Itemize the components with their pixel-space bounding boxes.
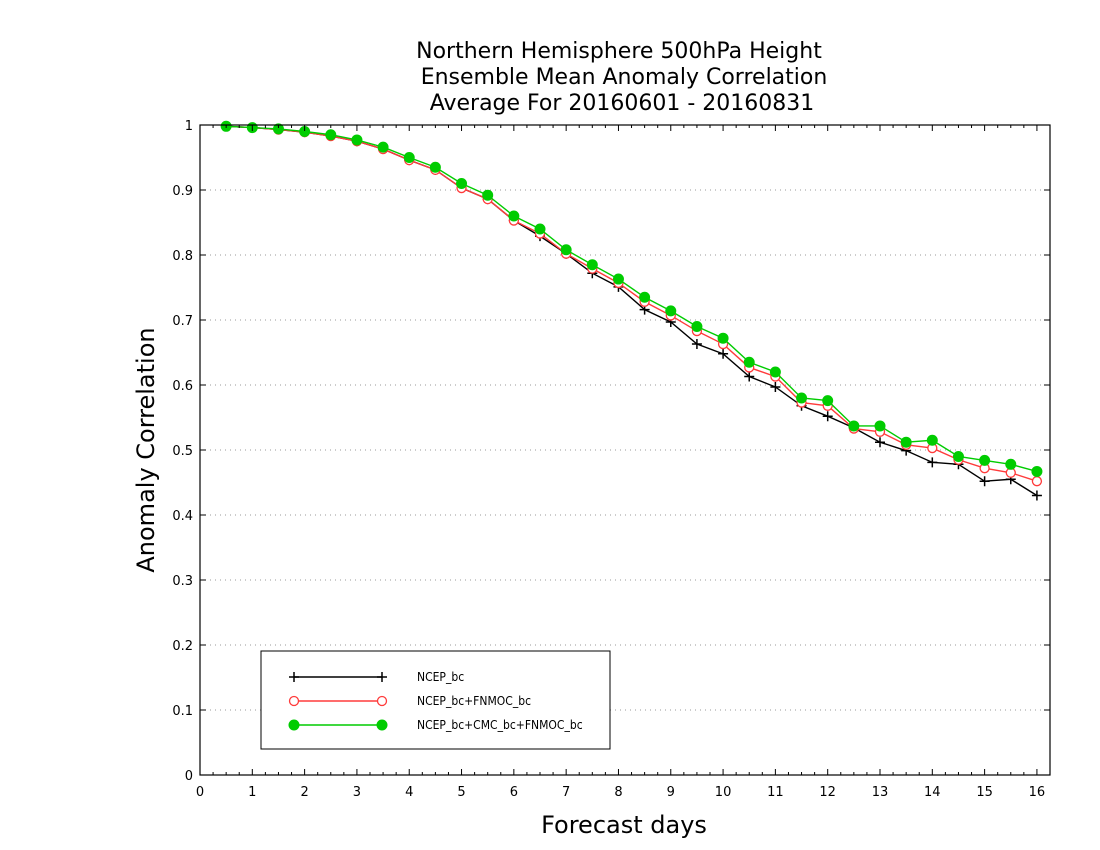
data-point xyxy=(927,457,938,468)
gridlines xyxy=(200,189,1050,711)
y-tick-label: 0.4 xyxy=(172,509,193,524)
data-point xyxy=(586,259,598,271)
axes: 00.10.20.30.40.50.60.70.80.910 1 2 3 4 5 6 7 8 9 1… xyxy=(172,119,1050,800)
x-tick-label: 9 xyxy=(667,785,675,800)
data-point xyxy=(612,273,624,285)
data-point xyxy=(822,395,834,407)
data-point xyxy=(1031,476,1043,487)
data-point xyxy=(560,244,572,256)
y-tick-label: 0.5 xyxy=(172,444,193,459)
data-point xyxy=(429,161,441,173)
x-tick-label: 2 xyxy=(300,785,308,800)
data-point xyxy=(979,476,990,487)
y-tick-label: 0.8 xyxy=(172,249,193,264)
x-tick-label: 7 xyxy=(562,785,570,800)
chart-title-line-2: Ensemble Mean Anomaly Correlation xyxy=(421,65,828,90)
chart-title-line-3: Average For 20160601 - 20160831 xyxy=(430,91,815,116)
data-point xyxy=(952,451,964,462)
series-3 xyxy=(220,120,1043,477)
data-point xyxy=(639,291,651,303)
legend-entry: NCEP_bc+CMC_bc+FNMOC_bc xyxy=(288,718,583,732)
data-point xyxy=(770,381,781,392)
data-point xyxy=(822,411,833,422)
legend-entry: NCEP_bc+FNMOC_bc xyxy=(288,694,531,708)
data-point xyxy=(848,420,860,432)
legend-marker xyxy=(288,719,300,731)
legend-label: NCEP_bc+CMC_bc+FNMOC_bc xyxy=(417,718,583,732)
data-point xyxy=(796,392,808,404)
x-tick-label: 8 xyxy=(614,785,622,800)
data-point xyxy=(351,134,363,146)
y-tick-label: 0 xyxy=(185,769,193,784)
data-point xyxy=(874,420,886,432)
y-tick-label: 1 xyxy=(185,119,193,134)
x-tick-label: 10 xyxy=(715,785,732,800)
data-point xyxy=(377,141,389,153)
series-line xyxy=(226,125,1038,497)
y-tick-label: 0.9 xyxy=(172,184,193,199)
x-tick-label: 15 xyxy=(976,785,993,800)
chart-title-line-1: Northern Hemisphere 500hPa Height xyxy=(416,39,822,64)
data-point xyxy=(1005,458,1017,470)
legend-marker xyxy=(288,695,300,707)
y-axis-title: Anomaly Correlation xyxy=(132,327,160,572)
x-tick-label: 4 xyxy=(405,785,413,800)
data-point xyxy=(482,189,494,201)
legend-marker xyxy=(289,672,299,682)
y-tick-label: 0.7 xyxy=(172,314,193,329)
y-tick-label: 0.1 xyxy=(172,704,193,719)
series-1 xyxy=(221,121,1042,501)
data-point xyxy=(875,437,885,448)
data-point xyxy=(325,129,337,141)
series-2 xyxy=(221,121,1043,487)
data-point xyxy=(272,123,284,135)
data-point xyxy=(691,321,703,332)
data-point xyxy=(717,332,729,344)
x-tick-label: 16 xyxy=(1029,785,1046,800)
data-point xyxy=(534,223,546,235)
data-point xyxy=(1031,465,1043,477)
data-point xyxy=(926,434,938,446)
x-tick-label: 0 xyxy=(196,785,204,800)
data-point xyxy=(744,371,755,382)
x-tick-label: 14 xyxy=(924,785,941,800)
data-point xyxy=(403,152,415,163)
x-tick-label: 5 xyxy=(457,785,465,800)
legend-box xyxy=(260,650,611,750)
chart-title: Northern Hemisphere 500hPa Height Ensemb… xyxy=(416,39,827,116)
legend-label: NCEP_bc+FNMOC_bc xyxy=(417,694,531,708)
data-point xyxy=(743,356,755,368)
plot-series xyxy=(220,120,1043,501)
x-tick-label: 12 xyxy=(819,785,836,800)
data-point xyxy=(718,348,729,359)
legend-marker xyxy=(376,695,388,707)
series-line xyxy=(226,125,1038,482)
legend: NCEP_bc NCEP_bc+FNMOC_bc NCEP_bc+CMC_bc+FN… xyxy=(260,650,611,750)
x-tick-label: 11 xyxy=(767,785,784,800)
y-tick-label: 0.2 xyxy=(172,639,193,654)
legend-entry: NCEP_bc xyxy=(289,670,464,684)
legend-label: NCEP_bc xyxy=(417,670,464,684)
data-point xyxy=(508,210,520,222)
data-point xyxy=(979,454,991,466)
x-axis-title: Forecast days xyxy=(541,811,707,839)
x-tick-label: 1 xyxy=(248,785,256,800)
y-tick-label: 0.3 xyxy=(172,574,193,589)
legend-marker xyxy=(377,672,387,682)
legend-marker xyxy=(376,719,388,731)
x-tick-label: 3 xyxy=(353,785,361,800)
x-tick-label: 6 xyxy=(510,785,518,800)
data-point xyxy=(769,366,781,378)
data-point xyxy=(900,436,912,448)
data-point xyxy=(691,339,702,350)
y-tick-label: 0.6 xyxy=(172,379,193,394)
data-point xyxy=(665,305,677,317)
data-point xyxy=(1031,490,1042,501)
data-point xyxy=(456,178,468,189)
x-tick-label: 13 xyxy=(872,785,889,800)
